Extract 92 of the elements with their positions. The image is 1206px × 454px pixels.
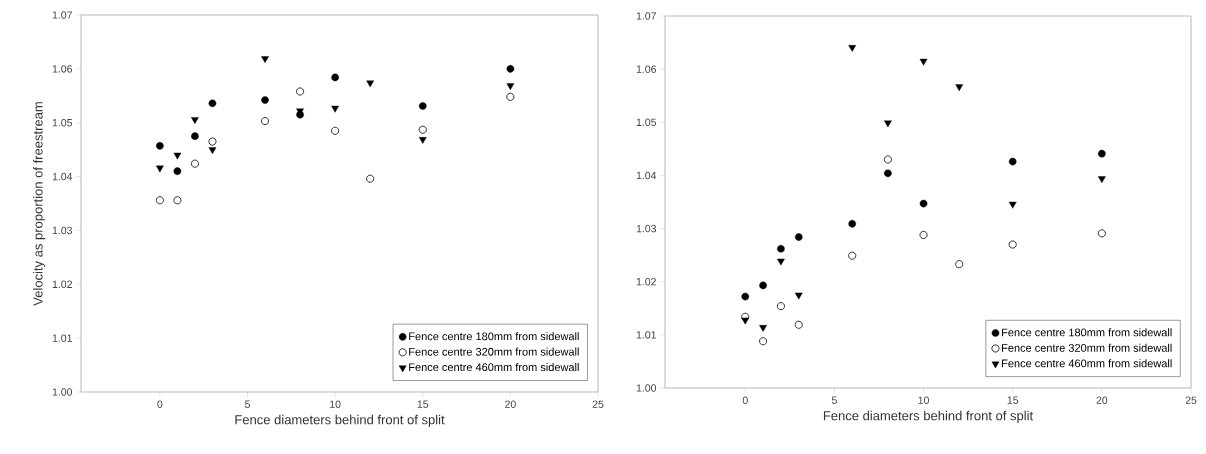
point <box>776 302 785 311</box>
point <box>741 317 750 325</box>
y-tick-label: 1.02 <box>636 278 656 286</box>
point <box>173 152 182 160</box>
point <box>506 83 515 90</box>
point <box>208 137 217 146</box>
legend-label: Fence centre 460mm from sidewall <box>1002 359 1172 368</box>
point <box>418 102 427 110</box>
y-tick-label: 1.00 <box>52 388 73 396</box>
point <box>296 87 305 96</box>
x-tick-label: 0 <box>742 396 748 404</box>
y-tick-label: 1.07 <box>636 12 656 20</box>
point <box>759 337 768 346</box>
point <box>884 120 892 128</box>
point <box>741 292 750 301</box>
point <box>156 142 164 150</box>
x-tick-label: 20 <box>1096 396 1108 404</box>
point <box>955 260 964 269</box>
x-tick-label: 15 <box>417 400 429 408</box>
point <box>1008 201 1017 209</box>
legend-label: Fence centre 460mm from sidewall <box>409 363 579 372</box>
point <box>955 84 964 92</box>
point <box>1097 229 1106 238</box>
point <box>919 58 928 66</box>
point <box>366 80 375 88</box>
point <box>191 117 199 124</box>
point <box>331 126 340 135</box>
point <box>1098 176 1106 184</box>
point <box>848 45 857 52</box>
legend-label: Fence centre 320mm from sidewall <box>1002 343 1172 352</box>
point <box>191 132 199 140</box>
point <box>261 56 269 64</box>
x-tick-label: 10 <box>918 396 929 404</box>
point <box>418 125 427 134</box>
point <box>173 167 182 175</box>
point <box>759 281 767 290</box>
point <box>794 233 803 241</box>
y-tick-label: 1.01 <box>636 331 656 339</box>
point <box>777 258 785 266</box>
point <box>848 219 857 228</box>
x-tick-label: 10 <box>330 400 341 408</box>
y-tick-label: 1.07 <box>52 11 72 19</box>
y-tick-label: 1.01 <box>52 334 72 342</box>
y-axis-title: Velocity as proportion of freestream <box>33 102 46 306</box>
x-tick-label: 25 <box>1185 396 1197 404</box>
x-tick-label: 15 <box>1007 396 1019 404</box>
point <box>208 99 217 108</box>
legend-label: Fence centre 180mm from sidewall <box>409 332 579 341</box>
x-tick-label: 25 <box>592 400 604 408</box>
point <box>919 230 928 239</box>
x-tick-label: 5 <box>831 396 837 404</box>
x-tick-label: 0 <box>157 400 163 408</box>
point <box>190 159 199 168</box>
point <box>418 137 427 144</box>
point <box>794 320 803 329</box>
point <box>848 251 857 260</box>
y-tick-label: 1.02 <box>52 280 72 289</box>
point <box>366 174 375 183</box>
point <box>1008 240 1017 249</box>
point <box>155 196 164 205</box>
y-tick-label: 1.03 <box>636 224 657 233</box>
point <box>261 96 269 104</box>
point <box>919 199 928 208</box>
point <box>506 92 515 101</box>
y-tick-label: 1.03 <box>52 226 73 235</box>
legend-label: Fence centre 180mm from sidewall <box>1002 328 1172 337</box>
point <box>156 165 164 173</box>
point <box>506 65 515 73</box>
point <box>794 292 803 300</box>
x-axis-title: Fence diameters behind front of split <box>823 410 1034 423</box>
point <box>1008 157 1017 166</box>
point <box>777 244 785 253</box>
y-tick-label: 1.05 <box>636 118 657 127</box>
point <box>208 147 217 155</box>
y-tick-label: 1.04 <box>52 172 73 181</box>
x-tick-label: 20 <box>505 400 516 408</box>
y-tick-label: 1.04 <box>636 171 657 180</box>
point <box>884 169 892 178</box>
y-tick-label: 1.06 <box>636 65 657 73</box>
point <box>1098 149 1106 158</box>
x-axis-title: Fence diameters behind front of split <box>235 414 445 427</box>
point <box>883 155 892 164</box>
point <box>261 117 270 126</box>
point <box>331 105 339 113</box>
x-tick-label: 5 <box>244 400 250 408</box>
y-tick-label: 1.05 <box>52 119 73 127</box>
y-tick-label: 1.06 <box>52 65 73 73</box>
point <box>173 196 182 205</box>
point <box>759 325 767 332</box>
legend-label: Fence centre 320mm from sidewall <box>409 347 579 356</box>
y-tick-label: 1.00 <box>636 384 657 392</box>
point <box>331 73 339 82</box>
